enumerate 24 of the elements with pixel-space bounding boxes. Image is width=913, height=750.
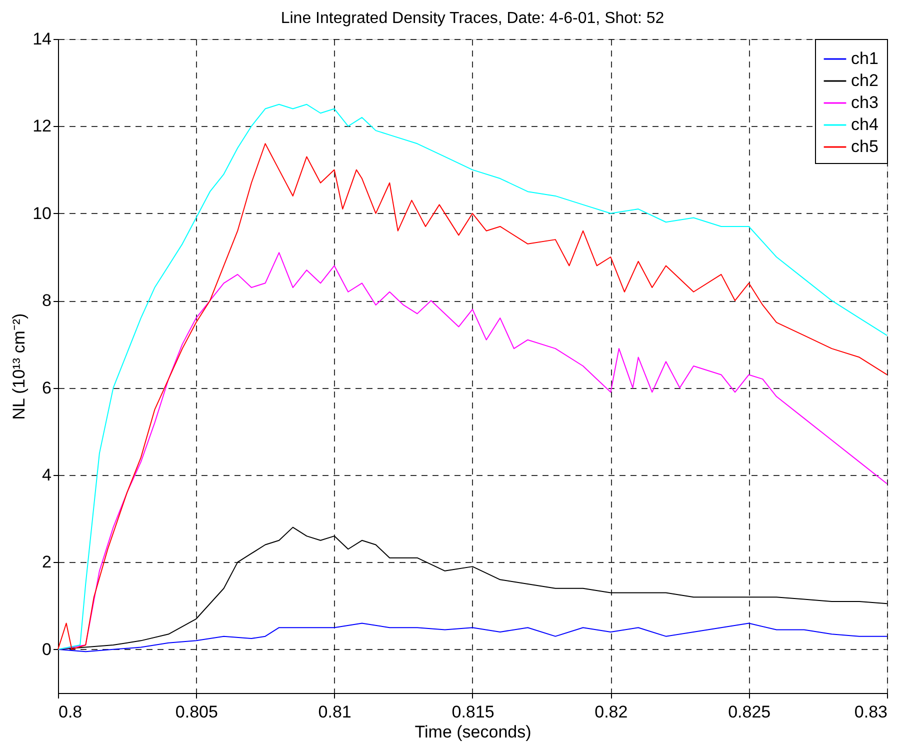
y-tick-label: 4 <box>42 466 52 484</box>
x-tick-label: 0.815 <box>452 702 494 722</box>
line-series <box>58 622 888 652</box>
x-axis-title: Time (seconds) <box>414 722 532 742</box>
x-tick-label: 0.83 <box>854 702 888 722</box>
x-tick-label: 0.805 <box>175 702 218 722</box>
y-tick-label: 0 <box>42 640 52 659</box>
y-tick-label: 14 <box>32 30 52 48</box>
y-tick-label: 6 <box>42 378 52 398</box>
legend-label: ch1 <box>851 49 878 68</box>
y-tick-label: 2 <box>42 552 52 572</box>
legend-label: ch5 <box>851 137 878 156</box>
y-tick-label: 8 <box>42 291 52 310</box>
x-tick-label: 0.82 <box>594 702 628 722</box>
y-tick-label: 10 <box>32 204 52 223</box>
chart-title: Line Integrated Density Traces, Date: 4-6-01, Shot: 52 <box>280 10 664 27</box>
x-tick-label: 0.8 <box>58 702 82 722</box>
y-axis-title: NL (10¹³ cm⁻²) <box>10 313 29 420</box>
legend-label: ch2 <box>851 71 878 90</box>
y-tick-label: 12 <box>32 116 52 136</box>
x-tick-label: 0.81 <box>318 702 352 722</box>
legend-label: ch3 <box>851 93 878 112</box>
x-tick-label: 0.825 <box>728 702 771 722</box>
legend-label: ch4 <box>851 115 878 134</box>
